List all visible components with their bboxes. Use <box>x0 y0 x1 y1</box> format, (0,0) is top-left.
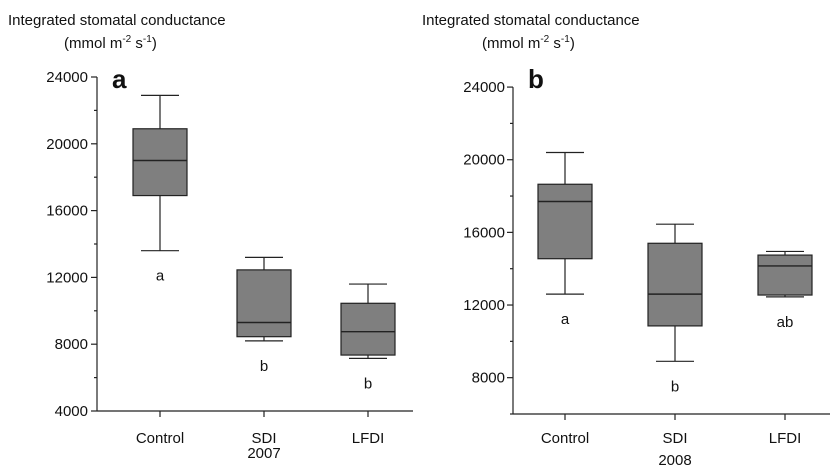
panel-b-tick-label: 12000 <box>463 297 505 314</box>
panel-a-category-label: Control <box>136 430 184 447</box>
panel-a-tick-label: 12000 <box>46 269 88 286</box>
panel-a-box-sdi <box>236 256 292 342</box>
panel-a-box-lfdi <box>340 283 396 359</box>
panel-b-significance-letter: b <box>671 378 679 395</box>
panel-b-significance-letter: ab <box>777 314 794 331</box>
panel-a-ylabel-line1: Integrated stomatal conductance <box>8 12 226 29</box>
panel-b-tick-label: 24000 <box>463 79 505 96</box>
panel-b-tick-label: 8000 <box>472 370 505 387</box>
panel-b-xlabel: 2008 <box>658 452 691 469</box>
panel-a-tick-label: 20000 <box>46 136 88 153</box>
panel-a-category-label: SDI <box>251 430 276 447</box>
panel-b-category-label: SDI <box>662 430 687 447</box>
panel-a-letter: a <box>112 64 127 94</box>
panel-a: Integrated stomatal conductance (mmol m-… <box>8 12 413 462</box>
panel-b-category-label: Control <box>541 430 589 447</box>
panel-a-category-label: LFDI <box>352 430 385 447</box>
iqr-box <box>340 302 396 356</box>
panel-b: Integrated stomatal conductance (mmol m-… <box>422 12 830 469</box>
panel-a-significance-letter: b <box>364 375 372 392</box>
panel-a-tick-label: 4000 <box>55 403 88 420</box>
iqr-box <box>647 242 703 327</box>
panel-a-tick-label: 24000 <box>46 69 88 86</box>
iqr-box <box>757 254 813 296</box>
panel-a-xlabel: 2007 <box>247 445 280 462</box>
panel-a-ylabel-line2: (mmol m-2 s-1) <box>64 34 157 52</box>
panel-b-box-control <box>537 151 593 295</box>
panel-b-box-lfdi <box>757 250 813 298</box>
panel-a-tick-label: 8000 <box>55 336 88 353</box>
iqr-box <box>132 128 188 197</box>
panel-b-tick-label: 20000 <box>463 152 505 169</box>
panel-b-ylabel-line1: Integrated stomatal conductance <box>422 12 640 29</box>
iqr-box <box>537 183 593 260</box>
panel-b-ylabel-line2: (mmol m-2 s-1) <box>482 34 575 52</box>
panel-b-box-sdi <box>647 223 703 362</box>
panel-a-tick-label: 16000 <box>46 203 88 220</box>
panel-b-significance-letter: a <box>561 311 570 328</box>
panel-a-box-control <box>132 94 188 252</box>
panel-b-category-label: LFDI <box>769 430 802 447</box>
panel-b-letter: b <box>528 64 544 94</box>
panel-a-significance-letter: a <box>156 268 165 285</box>
panel-b-tick-label: 16000 <box>463 224 505 241</box>
panel-a-significance-letter: b <box>260 358 268 375</box>
iqr-box <box>236 269 292 338</box>
